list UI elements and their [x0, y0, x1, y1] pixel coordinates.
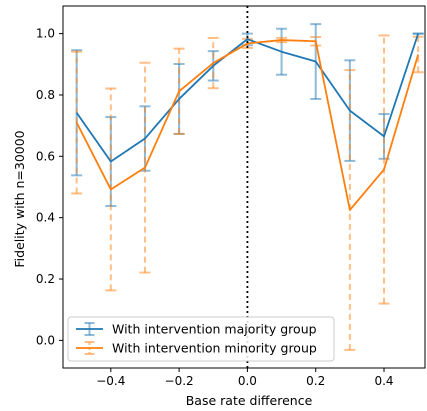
plot-clip-group	[71, 23, 424, 351]
series-line-0	[75, 33, 420, 163]
series-line-1	[75, 39, 420, 211]
legend: With intervention majority group With int…	[67, 316, 335, 362]
axes: −0.4 −0.2 0.0 0.2 0.4 0.0 0.2 0.4 0.6 0.8 1.0	[36, 5, 426, 388]
legend-box	[67, 316, 335, 362]
y-tick-label-3: 0.6	[36, 149, 55, 163]
x-tick-label-2: 0.0	[238, 374, 257, 388]
x-axis-label: Base rate difference	[186, 393, 313, 408]
y-tick-label-1: 0.2	[36, 272, 55, 286]
y-tick-label-4: 0.8	[36, 88, 55, 102]
x-tick-label-4: 0.4	[374, 374, 393, 388]
y-tick-label-5: 1.0	[36, 27, 55, 41]
x-tick-label-0: −0.4	[96, 374, 125, 388]
plot-area	[71, 23, 424, 351]
legend-label-1: With intervention minority group	[112, 341, 317, 356]
x-tick-label-1: −0.2	[165, 374, 194, 388]
x-tick-label-3: 0.2	[306, 374, 325, 388]
y-tick-label-0: 0.0	[36, 333, 55, 347]
plot-frame	[62, 5, 426, 369]
y-axis-label: Fidelity with n=30000	[12, 130, 27, 267]
legend-label-0: With intervention majority group	[112, 322, 317, 337]
y-tick-label-2: 0.4	[36, 211, 55, 225]
